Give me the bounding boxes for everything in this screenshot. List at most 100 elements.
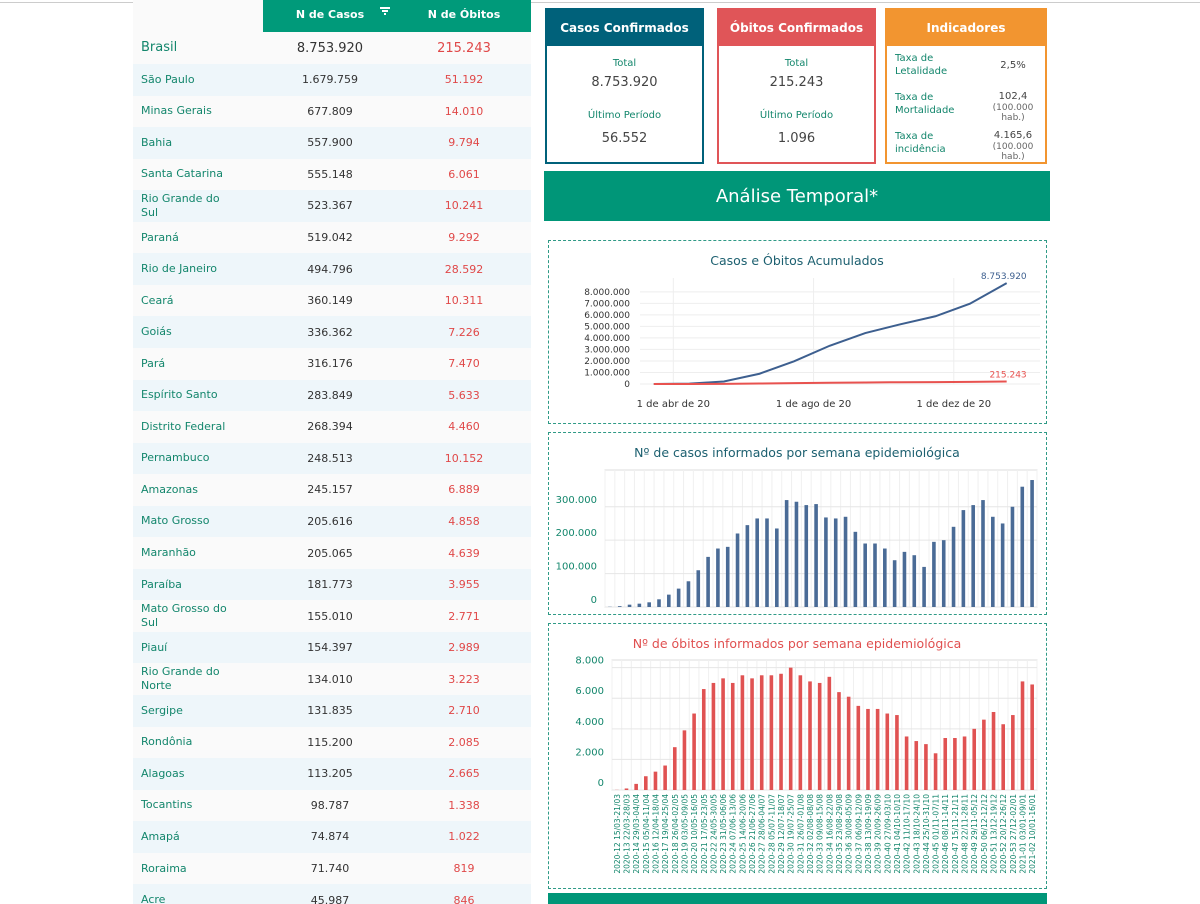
cases-value: 677.809 [307, 104, 353, 118]
card-label: Último Período [759, 110, 834, 121]
bar [873, 543, 877, 607]
x-tick-label: 2020-31 26/07-01/08 [796, 794, 805, 874]
table-row: Amapá 74.874 1.022 [133, 821, 531, 853]
bar [895, 715, 899, 790]
deaths-card: Óbitos Confirmados Total 215.243 Último … [717, 8, 876, 164]
cases-value: 155.010 [307, 609, 353, 623]
deaths-value: 4.858 [448, 514, 480, 528]
deaths-value: 215.243 [437, 40, 491, 56]
bar [706, 556, 710, 607]
x-tick-label: 2020-32 02/08-08/08 [806, 794, 815, 874]
indicator-label: Taxa de Mortalidade [895, 92, 955, 116]
deaths-value: 10.241 [444, 199, 484, 213]
table-row: Paraíba 181.773 3.955 [133, 568, 531, 601]
card-value: 8.753.920 [591, 75, 658, 90]
bar [853, 531, 858, 607]
bar [667, 594, 671, 607]
x-tick-label: 2020-22 24/05-30/05 [709, 794, 718, 874]
state-name: Piauí [141, 640, 168, 654]
table-row: Pernambuco 248.513 10.152 [133, 442, 531, 475]
bar [943, 738, 948, 790]
x-tick-label: 2020-39 20/09-26/09 [874, 794, 883, 874]
bar [716, 548, 720, 607]
x-tick-label: 2020-23 31/05-06/06 [719, 794, 728, 874]
table-row: Sergipe 131.835 2.710 [133, 695, 531, 727]
bar [863, 543, 867, 607]
deaths-value: 2.710 [448, 704, 480, 718]
bar [1030, 684, 1034, 790]
bar [951, 526, 956, 607]
bar [692, 713, 696, 790]
state-name: Roraima [141, 861, 187, 875]
filter-icon[interactable] [379, 6, 391, 18]
cases-value: 316.176 [307, 357, 353, 371]
bar [971, 505, 975, 607]
cases-value: 283.849 [307, 388, 353, 402]
table-row: Piauí 154.397 2.989 [133, 631, 531, 664]
bar [814, 504, 818, 607]
bar [932, 541, 936, 607]
deaths-value: 3.223 [448, 672, 480, 686]
card-label: Total [612, 58, 637, 69]
x-tick-label: 2020-47 15/11-21/11 [951, 794, 960, 874]
state-name: Pernambuco [141, 451, 210, 465]
bar [924, 744, 928, 790]
table-header: N de Casos N de Óbitos [263, 0, 531, 32]
bar [902, 551, 907, 607]
bar [637, 603, 642, 607]
state-name: Acre [141, 893, 166, 904]
state-name: Maranhão [141, 546, 196, 560]
x-tick-label: 2020-15 05/04-11/04 [642, 794, 651, 874]
table-row: Ceará 360.149 10.311 [133, 284, 531, 317]
cases-value: 131.835 [307, 704, 353, 718]
state-name: Rio de Janeiro [141, 262, 217, 276]
cases-value: 71.740 [310, 862, 350, 876]
x-tick-label: 2020-50 06/12-12/12 [980, 794, 989, 874]
bar [846, 696, 851, 790]
bar [624, 788, 629, 790]
state-name: Brasil [141, 40, 178, 55]
bar [912, 555, 917, 607]
bar [922, 566, 926, 607]
bar [817, 682, 822, 790]
table-row: Rio de Janeiro 494.796 28.592 [133, 253, 531, 285]
cases-value: 519.042 [307, 231, 353, 245]
x-tick-label: 2020-49 29/11-05/12 [970, 794, 979, 874]
bar [788, 667, 793, 790]
x-tick-label: 2020-24 07/06-13/06 [729, 794, 738, 874]
state-name: Sergipe [141, 703, 183, 717]
indicator-label: Taxa de Letalidade [895, 53, 948, 77]
y-tick-label: 6.000.000 [584, 311, 630, 321]
chart-panel [548, 623, 1047, 889]
bar [779, 673, 783, 790]
cases-value: 115.200 [307, 735, 353, 749]
table-row: Brasil 8.753.920 215.243 [133, 32, 531, 64]
bar [794, 501, 799, 607]
x-tick-label: 2020-44 25/10-31/10 [922, 794, 931, 874]
x-tick-label: 1 de ago de 20 [776, 399, 851, 410]
bar [663, 765, 667, 790]
bar [682, 730, 687, 790]
bar [904, 736, 909, 790]
bar [672, 747, 677, 790]
deaths-value: 51.192 [444, 73, 484, 87]
bar [721, 678, 725, 790]
x-tick-label: 2020-17 19/04-25/04 [661, 794, 670, 874]
state-name: Espírito Santo [141, 388, 218, 402]
x-tick-label: 2020-43 18/10-24/10 [912, 794, 921, 874]
bar [735, 533, 740, 607]
state-name: Mato Grosso do Sul [141, 602, 227, 630]
bar [1001, 724, 1005, 790]
bar [686, 581, 691, 607]
x-tick-label: 2020-36 30/08-05/09 [845, 794, 854, 874]
data-label: 215.243 [989, 371, 1026, 381]
x-tick-label: 2020-41 04/10-10/10 [893, 794, 902, 874]
bar [982, 719, 986, 790]
bar [750, 678, 754, 790]
bar [725, 546, 730, 607]
x-tick-label: 2020-51 13/12-19/12 [990, 794, 999, 874]
cases-value: 555.148 [307, 167, 353, 181]
deaths-value: 2.989 [448, 641, 480, 655]
bar [657, 599, 661, 607]
